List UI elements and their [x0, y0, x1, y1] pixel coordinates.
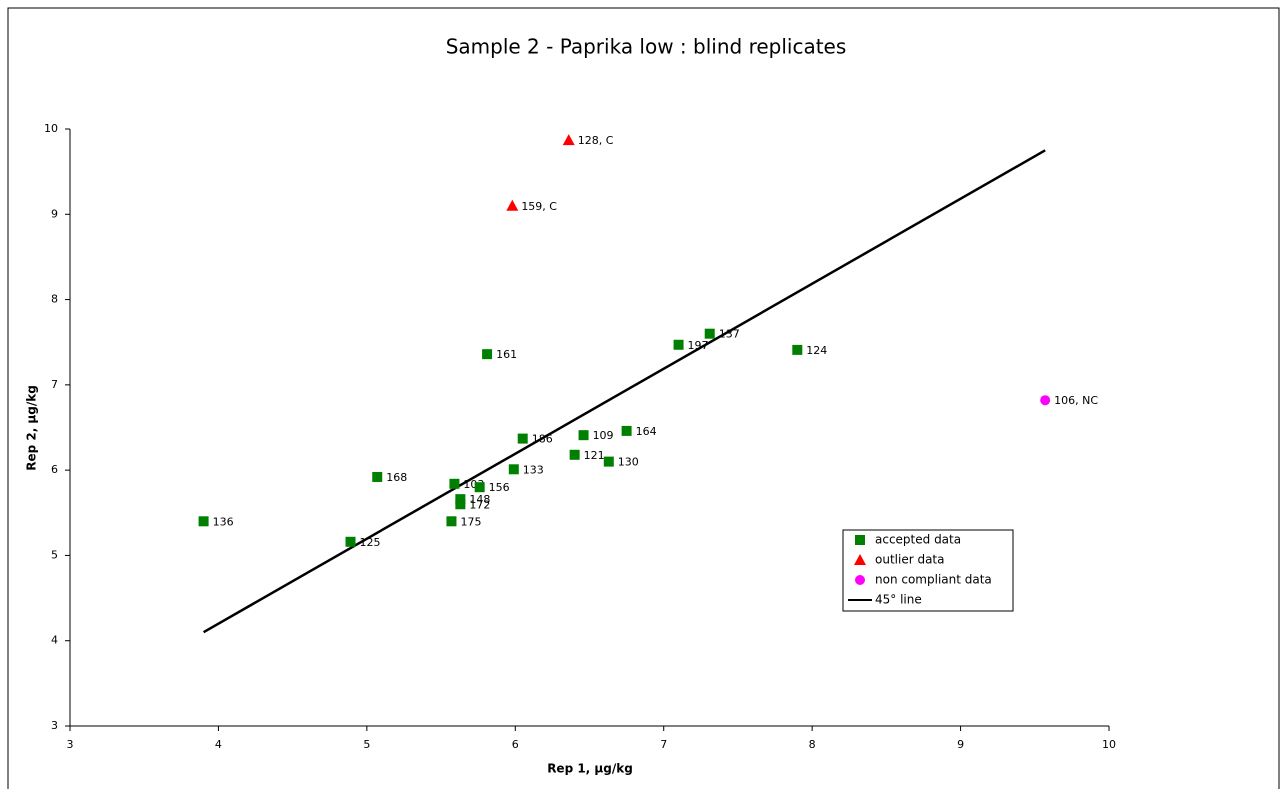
x-axis-title: Rep 1, µg/kg — [547, 762, 633, 776]
point — [1040, 395, 1051, 406]
point-label: 148 — [469, 493, 490, 506]
point — [621, 425, 632, 436]
point-label: 175 — [460, 515, 481, 528]
y-tick-label: 10 — [44, 122, 58, 135]
y-tick-label: 8 — [51, 293, 58, 306]
y-axis-title: Rep 2, µg/kg — [25, 385, 39, 471]
point-label: 136 — [213, 515, 234, 528]
point-label: 172 — [469, 498, 490, 511]
point-label: 125 — [360, 536, 381, 549]
point-label: 128, C — [578, 134, 614, 147]
point-label: 164 — [636, 425, 657, 438]
legend-marker — [855, 575, 865, 585]
point — [578, 430, 589, 441]
y-tick-label: 7 — [51, 378, 58, 391]
chart-title: Sample 2 - Paprika low : blind replicate… — [446, 35, 847, 59]
x-tick-label: 10 — [1102, 738, 1116, 751]
point-label: 137 — [719, 328, 740, 341]
point — [198, 516, 209, 527]
chart-frame — [7, 7, 1280, 793]
point — [372, 471, 383, 482]
point — [562, 134, 575, 146]
point-label: 124 — [806, 344, 827, 357]
legend-label: non compliant data — [875, 573, 992, 587]
point — [474, 482, 485, 493]
x-tick-label: 7 — [660, 738, 667, 751]
point-label: 161 — [496, 348, 517, 361]
legend-label: outlier data — [875, 553, 944, 567]
point — [455, 494, 466, 505]
point — [455, 499, 466, 510]
point — [446, 516, 457, 527]
x-tick-label: 4 — [215, 738, 222, 751]
point — [704, 328, 715, 339]
point — [345, 536, 356, 547]
point — [792, 344, 803, 355]
point — [673, 339, 684, 350]
point-label: 121 — [584, 449, 605, 462]
point — [569, 449, 580, 460]
x-tick-label: 8 — [809, 738, 816, 751]
legend-marker — [855, 535, 865, 545]
y-tick-label: 3 — [51, 719, 58, 732]
point-label: 109 — [593, 429, 614, 442]
point-label: 186 — [532, 433, 553, 446]
x-tick-label: 5 — [363, 738, 370, 751]
x-tick-label: 9 — [957, 738, 964, 751]
point-label: 133 — [523, 463, 544, 476]
point — [506, 199, 519, 211]
point-label: 168 — [386, 471, 407, 484]
legend-label: accepted data — [875, 533, 961, 547]
x-tick-label: 6 — [512, 738, 519, 751]
y-tick-label: 5 — [51, 548, 58, 561]
point — [603, 456, 614, 467]
legend-marker — [854, 554, 866, 565]
point-label: 159, C — [521, 200, 557, 213]
point-label: 106, NC — [1054, 394, 1098, 407]
y-tick-label: 4 — [51, 634, 58, 647]
x-tick-label: 3 — [67, 738, 74, 751]
point-label: 197 — [688, 339, 709, 352]
point — [508, 464, 519, 475]
point-label: 156 — [489, 481, 510, 494]
reference-line — [202, 149, 1046, 634]
point — [482, 349, 493, 360]
y-tick-label: 6 — [51, 463, 58, 476]
legend — [842, 529, 1014, 612]
point-label: 130 — [618, 456, 639, 469]
y-tick-label: 9 — [51, 207, 58, 220]
legend-label: 45° line — [875, 593, 922, 607]
point — [449, 478, 460, 489]
point — [517, 433, 528, 444]
